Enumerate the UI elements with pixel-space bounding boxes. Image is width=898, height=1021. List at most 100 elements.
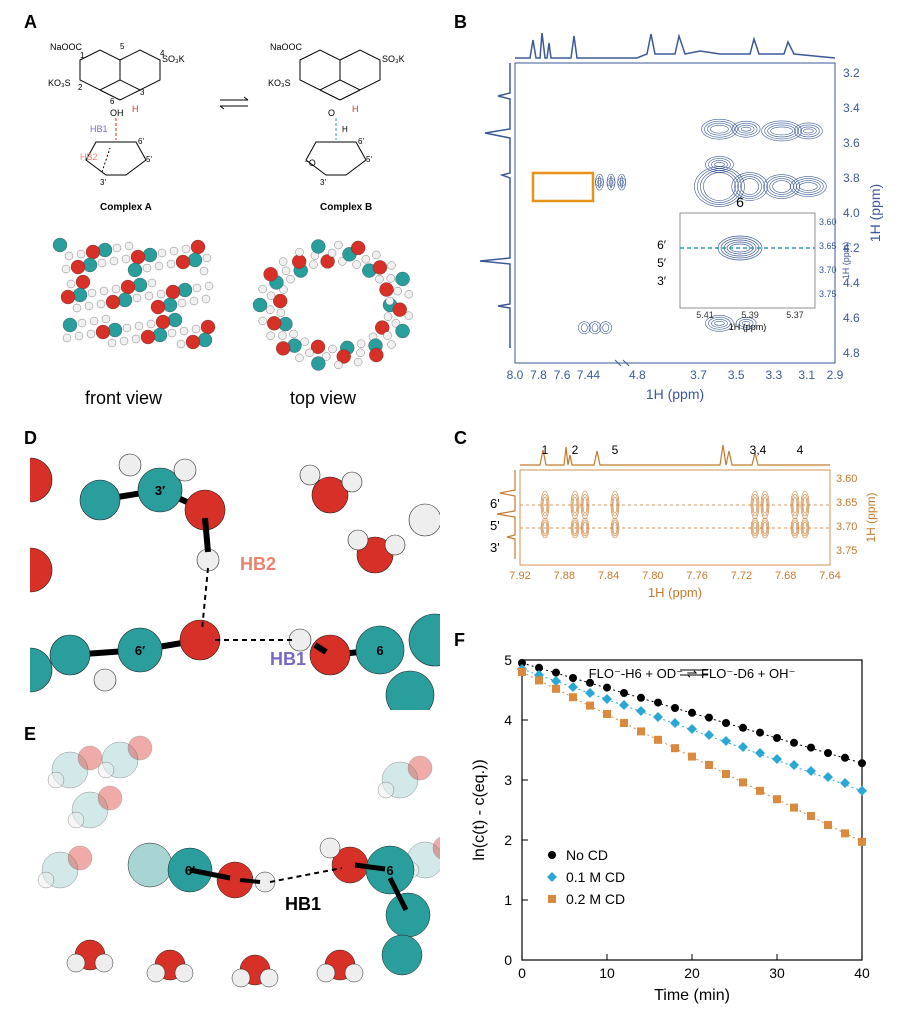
svg-text:6': 6' [358, 137, 364, 146]
svg-text:6′: 6′ [657, 238, 667, 252]
svg-text:HB2: HB2 [80, 152, 98, 162]
svg-text:6: 6 [110, 97, 115, 106]
svg-text:4: 4 [797, 443, 804, 457]
svg-text:3.6: 3.6 [843, 136, 860, 150]
svg-text:7.6: 7.6 [554, 368, 571, 382]
svg-text:7.76: 7.76 [686, 570, 707, 582]
svg-text:6: 6 [736, 194, 744, 210]
complex-b-caption: Complex B [320, 202, 372, 213]
svg-text:4: 4 [504, 712, 512, 728]
svg-text:0: 0 [504, 952, 512, 968]
svg-text:3.70: 3.70 [836, 521, 857, 533]
svg-text:1: 1 [80, 51, 85, 60]
svg-text:6: 6 [376, 643, 383, 658]
panel-b: 6′5′3′65.415.395.373.603.653.703.751H (p… [460, 18, 890, 418]
svg-text:4.4: 4.4 [843, 276, 860, 290]
svg-text:3.1: 3.1 [798, 368, 815, 382]
svg-text:No CD: No CD [566, 847, 608, 863]
svg-text:6: 6 [386, 863, 393, 878]
svg-text:10: 10 [599, 965, 615, 981]
front-view-model [53, 238, 215, 349]
svg-text:4.0: 4.0 [843, 206, 860, 220]
panel-c: 6'5'3'1253,447.927.887.847.807.767.727.6… [460, 440, 890, 615]
svg-text:3.75: 3.75 [819, 289, 837, 299]
svg-text:7.80: 7.80 [642, 570, 663, 582]
svg-text:30: 30 [769, 965, 785, 981]
svg-text:2: 2 [572, 443, 579, 457]
svg-text:4.8: 4.8 [843, 346, 860, 360]
svg-text:3': 3' [490, 540, 500, 555]
svg-text:4.2: 4.2 [843, 241, 860, 255]
svg-text:H: H [352, 104, 359, 114]
svg-text:3.70: 3.70 [819, 265, 837, 275]
panel-f-svg: 010203040012345Time (min)ln(c(t) - c(eq.… [460, 640, 890, 1010]
svg-text:3′: 3′ [155, 483, 165, 498]
svg-text:2: 2 [504, 832, 512, 848]
svg-text:3: 3 [140, 88, 145, 97]
svg-text:3.60: 3.60 [836, 473, 857, 485]
svg-text:3.3: 3.3 [765, 368, 782, 382]
svg-text:4.8: 4.8 [629, 368, 646, 382]
panel-c-svg: 6'5'3'1253,447.927.887.847.807.767.727.6… [460, 440, 890, 615]
svg-text:5: 5 [120, 42, 125, 51]
svg-text:5.37: 5.37 [786, 310, 804, 320]
svg-text:5': 5' [146, 155, 152, 164]
complex-b-structure: NaOOC SO₃K KO₃S H O H 6' 5' 3' ⁻O [268, 42, 405, 187]
svg-text:5.41: 5.41 [696, 310, 714, 320]
panel-a-svg: NaOOC SO₃K KO₃S 1 2 3 4 5 6 OH H HB1 6' … [30, 30, 440, 410]
svg-text:5': 5' [490, 518, 500, 533]
svg-text:OH: OH [110, 108, 124, 118]
svg-text:7.88: 7.88 [554, 570, 575, 582]
front-view-caption: front view [85, 388, 162, 409]
svg-text:6': 6' [138, 137, 144, 146]
svg-text:5': 5' [366, 155, 372, 164]
svg-text:3': 3' [100, 178, 106, 187]
panel-b-svg: 6′5′3′65.415.395.373.603.653.703.751H (p… [460, 18, 890, 418]
svg-text:HB1: HB1 [90, 124, 108, 134]
svg-text:3.60: 3.60 [819, 217, 837, 227]
svg-text:8.0: 8.0 [507, 368, 524, 382]
equilibrium-arrow [220, 97, 248, 109]
svg-text:3': 3' [320, 178, 326, 187]
panel-d-svg: 3′6′HB26HB1 [30, 440, 440, 710]
svg-text:0.1 M CD: 0.1 M CD [566, 869, 625, 885]
svg-text:7.64: 7.64 [819, 570, 840, 582]
svg-text:20: 20 [684, 965, 700, 981]
svg-text:7.72: 7.72 [731, 570, 752, 582]
svg-text:SO₃K: SO₃K [382, 54, 405, 64]
svg-text:7.84: 7.84 [598, 570, 619, 582]
svg-text:O: O [328, 108, 335, 118]
svg-text:HB2: HB2 [240, 554, 276, 574]
svg-text:7.92: 7.92 [509, 570, 530, 582]
svg-text:7.68: 7.68 [775, 570, 796, 582]
svg-text:4.6: 4.6 [843, 311, 860, 325]
svg-text:3,4: 3,4 [750, 443, 767, 457]
svg-text:3.75: 3.75 [836, 545, 857, 557]
svg-text:0.2 M CD: 0.2 M CD [566, 891, 625, 907]
svg-text:⁻O: ⁻O [304, 158, 316, 168]
svg-text:HB1: HB1 [285, 894, 321, 914]
svg-text:1: 1 [504, 892, 512, 908]
svg-text:3.7: 3.7 [690, 368, 707, 382]
svg-text:40: 40 [854, 965, 870, 981]
panel-f: 010203040012345Time (min)ln(c(t) - c(eq.… [460, 640, 890, 1010]
svg-text:3.8: 3.8 [843, 171, 860, 185]
svg-text:H: H [342, 125, 348, 134]
svg-text:6′: 6′ [135, 643, 145, 658]
svg-text:5′: 5′ [657, 256, 667, 270]
svg-text:1H (ppm): 1H (ppm) [648, 585, 702, 600]
svg-text:3.5: 3.5 [728, 368, 745, 382]
svg-text:H: H [132, 104, 139, 114]
complex-a-caption: Complex A [100, 202, 152, 213]
panel-d: 3′6′HB26HB1 [30, 440, 440, 710]
svg-text:KO₃S: KO₃S [268, 78, 291, 88]
svg-text:5.39: 5.39 [741, 310, 759, 320]
svg-text:1H (ppm): 1H (ppm) [729, 322, 767, 332]
svg-text:4: 4 [160, 49, 165, 58]
svg-text:NaOOC: NaOOC [50, 42, 83, 52]
top-view-model [253, 240, 413, 371]
complex-a-structure: NaOOC SO₃K KO₃S 1 2 3 4 5 6 OH H HB1 6' … [48, 42, 185, 187]
svg-text:KO₃S: KO₃S [48, 78, 71, 88]
svg-text:Time (min): Time (min) [654, 987, 730, 1004]
svg-text:5: 5 [612, 443, 619, 457]
